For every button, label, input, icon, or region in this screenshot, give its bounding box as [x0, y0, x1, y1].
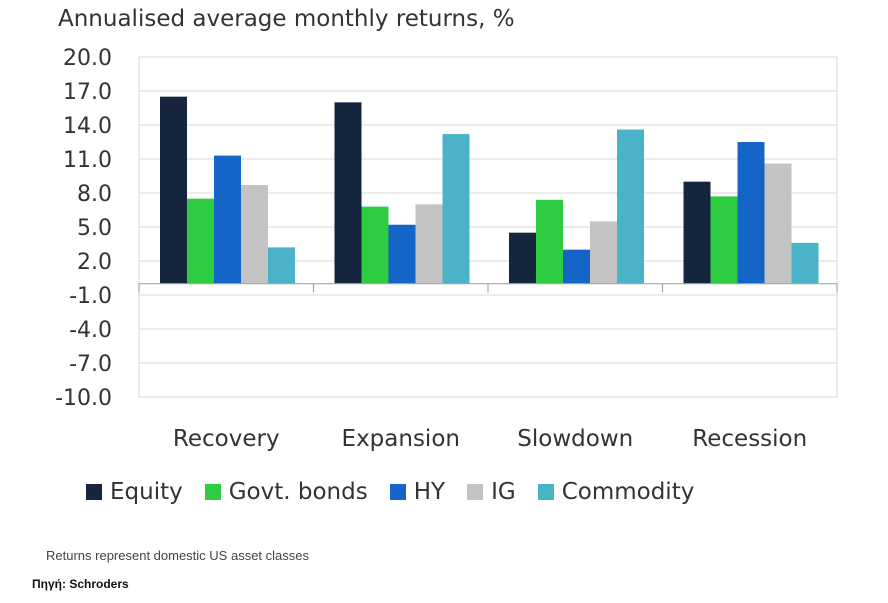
bar-ig-recession	[764, 163, 792, 284]
chart-title: Annualised average monthly returns, %	[58, 6, 515, 32]
bar-equity-slowdown	[509, 232, 536, 284]
legend-item: Equity	[86, 479, 183, 505]
bar-hy-slowdown	[563, 249, 590, 284]
legend-item: HY	[389, 479, 446, 505]
legend-item: Commodity	[537, 479, 695, 505]
bar-chart: 20.0 17.0 14.0 11.0 8.0 5.0 2.0 -1.0 -4.0 -7.0 -10…	[55, 46, 838, 452]
legend: Equity Govt. bonds HY IG Commodity	[86, 479, 716, 505]
x-category-label: Slowdown	[517, 426, 633, 452]
legend-item: IG	[467, 479, 516, 505]
y-tick-label: -7.0	[69, 352, 112, 377]
bar-commodity-slowdown	[617, 129, 644, 284]
legend-label: HY	[413, 479, 446, 505]
x-category-label: Expansion	[342, 426, 460, 452]
bar-govt-bonds-expansion	[361, 206, 389, 284]
x-category-label: Recession	[692, 426, 807, 452]
legend-swatch	[389, 484, 406, 500]
bar-hy-expansion	[388, 224, 416, 284]
x-category-label: Recovery	[173, 426, 280, 452]
legend-swatch	[467, 484, 484, 500]
bar-equity-expansion	[334, 102, 362, 284]
bar-equity-recession	[683, 181, 711, 284]
bar-hy-recession	[737, 142, 765, 284]
footnote: Returns represent domestic US asset clas…	[46, 548, 309, 563]
legend-label: Commodity	[561, 479, 695, 505]
legend-label: Govt. bonds	[228, 479, 368, 505]
bar-commodity-recovery	[268, 247, 295, 284]
y-tick-label: 5.0	[77, 216, 112, 241]
bar-equity-recovery	[160, 96, 187, 284]
bar-ig-recovery	[241, 185, 268, 284]
y-tick-label: 20.0	[63, 46, 112, 71]
y-tick-label: -1.0	[69, 284, 112, 309]
bar-govt-bonds-recession	[710, 196, 738, 284]
y-tick-label: 14.0	[63, 114, 112, 139]
legend-swatch	[86, 484, 102, 500]
y-tick-label: -4.0	[69, 318, 112, 343]
bar-commodity-expansion	[442, 134, 470, 284]
bar-hy-recovery	[214, 155, 241, 284]
y-tick-label: 2.0	[77, 250, 112, 275]
legend-swatch	[537, 484, 554, 500]
y-tick-label: 8.0	[77, 182, 112, 207]
legend-swatch	[204, 484, 221, 500]
legend-label: Equity	[110, 479, 183, 505]
y-tick-label: -10.0	[55, 386, 112, 411]
bar-ig-expansion	[415, 204, 443, 284]
y-tick-label: 11.0	[63, 148, 112, 173]
legend-label: IG	[491, 479, 516, 505]
bar-govt-bonds-slowdown	[536, 199, 563, 284]
legend-item: Govt. bonds	[204, 479, 368, 505]
bar-ig-slowdown	[590, 221, 617, 284]
y-tick-label: 17.0	[63, 80, 112, 105]
bar-commodity-recession	[791, 242, 819, 284]
source-note: Πηγή: Schroders	[32, 577, 129, 591]
bar-govt-bonds-recovery	[187, 198, 214, 284]
